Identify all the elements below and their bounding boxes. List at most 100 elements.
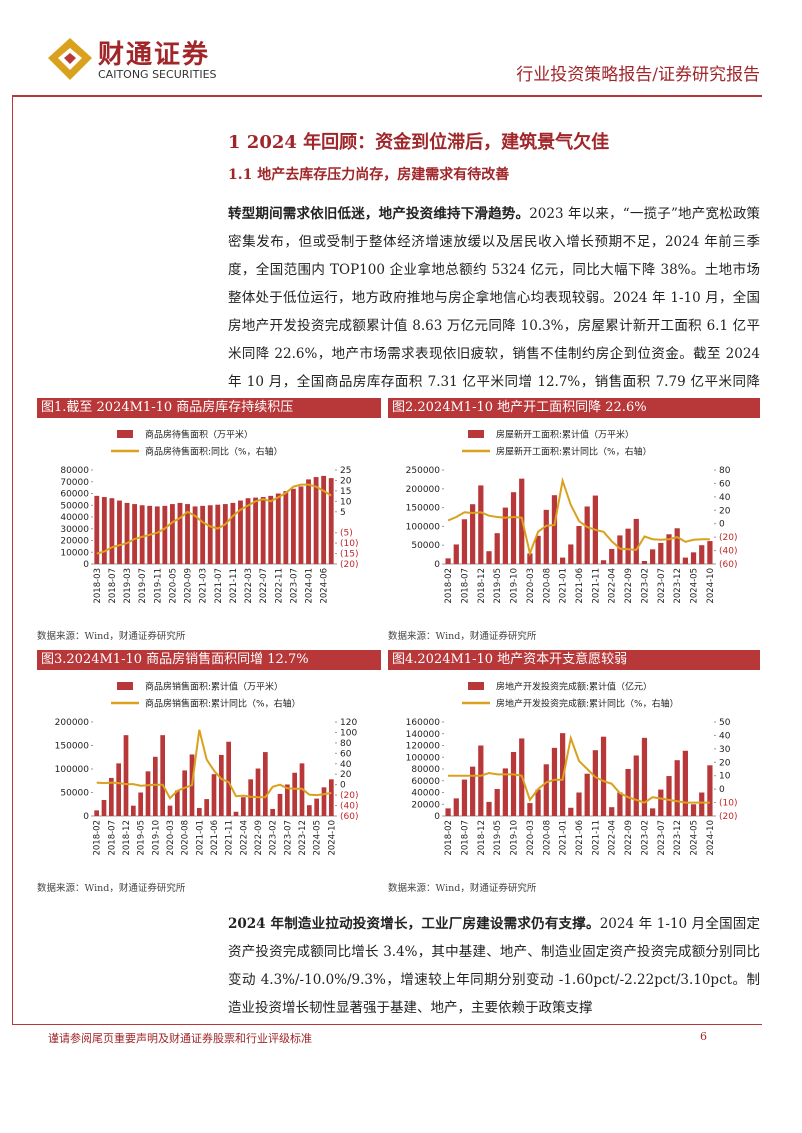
bar [270,808,276,816]
section-subheading: 1.1 地产去库存压力尚存，房建需求有待改善 [228,167,510,183]
y2-tick-label: 40 [340,760,352,770]
bar [314,798,320,816]
x-tick-label: 2018-02 [444,568,454,604]
legend-swatch [117,682,133,690]
x-tick-label: 2020-05 [168,568,178,604]
bar [130,805,136,816]
bar [222,504,228,564]
y2-tick-label: 10 [340,497,352,507]
y2-tick-label: (60) [340,812,358,822]
x-tick-label: 2018-12 [477,820,487,856]
bar [109,498,115,564]
y2-tick-label: (40) [719,547,737,557]
bar [230,502,236,564]
bar [238,500,243,564]
x-tick-label: 2023-12 [298,820,308,856]
y-tick-label: 200000 [55,718,90,728]
bar [226,741,232,816]
x-tick-label: 2022-09 [624,820,634,856]
figure: 图4.2024M1-10 地产资本开支意愿较弱 房地产开发投资完成额:累计值（亿… [388,650,760,894]
chart: 房地产开发投资完成额:累计值（亿元） 房地产开发投资完成额:累计同比（%，右轴） 0… [406,681,738,856]
y-tick-label: 80000 [60,466,89,476]
y-tick-label: 100000 [406,522,441,532]
bar [461,519,468,564]
bar [551,747,558,816]
bar [275,493,281,564]
bar [478,745,484,816]
x-tick-label: 2019-05 [493,820,503,856]
x-tick-label: 2023-07 [657,568,667,604]
figure-source: 数据来源：Wind，财通证券研究所 [388,631,537,642]
x-tick-label: 2024-06 [320,568,330,604]
y2-tick-label: 60 [719,479,731,489]
bar [123,735,129,816]
y2-tick-label: (20) [719,533,737,543]
x-tick-label: 2021-06 [210,820,220,856]
y-tick-label: 30000 [60,525,89,535]
bar [584,773,590,816]
y-tick-label: 150000 [55,742,90,752]
bar [453,544,459,564]
bar [145,771,151,816]
x-tick-label: 2022-04 [608,568,618,604]
y-tick-label: 0 [83,560,89,570]
bar [117,500,122,564]
bar [200,505,206,564]
bar [292,772,298,816]
bar [94,810,100,816]
y2-tick-label: 40 [719,731,731,741]
x-tick-label: 2019-11 [153,568,163,604]
bar [313,477,319,564]
x-tick-label: 2021-11 [229,568,239,604]
x-tick-label: 2018-12 [122,820,132,856]
bar [94,495,100,564]
bar [253,497,259,564]
bar [284,784,290,816]
x-tick-label: 2020-03 [526,820,536,856]
x-tick-label: 2022-07 [259,568,269,604]
y-tick-label: 250000 [406,466,441,476]
bar [174,790,180,816]
chart: 房屋新开工面积:累计值（万平米） 房屋新开工面积:累计同比（%，右轴） 0 50000… [406,429,738,604]
y-tick-label: 100000 [55,765,90,775]
bar [674,760,680,816]
y2-tick-label: 80 [340,739,352,749]
legend-label: 商品房待售面积:同比（%，右轴） [145,446,283,458]
bar [321,787,327,816]
y2-tick-label: 5 [340,508,346,518]
x-tick-label: 2024-05 [313,820,323,856]
x-tick-label: 2024-01 [305,568,315,604]
x-tick-label: 2023-02 [640,820,650,856]
bar [233,811,239,816]
bar [486,551,492,564]
paragraph-lead: 转型期间需求依旧低迷，地产投资维持下滑趋势。 [228,206,530,222]
y-tick-label: 0 [434,812,440,822]
y2-tick-label: 50 [719,718,731,728]
y-tick-label: 0 [83,812,89,822]
bar [600,560,607,564]
y2-tick-label: 30 [719,745,731,755]
page-number: 6 [700,1030,707,1043]
bar [560,557,566,564]
y2-tick-label: (20) [719,812,737,822]
x-tick-label: 2018-07 [108,568,118,604]
x-tick-label: 2024-05 [690,820,700,856]
legend-swatch [117,430,133,438]
y-tick-label: 50000 [60,789,89,799]
bar [535,535,541,564]
figure-source: 数据来源：Wind，财通证券研究所 [37,883,186,894]
bar [215,504,221,564]
x-tick-label: 2023-02 [640,568,650,604]
bar [169,504,175,564]
report-type: 行业投资策略报告/证券研究报告 [516,65,760,85]
bar [641,560,648,564]
bar [494,788,500,816]
bar [527,553,533,564]
line [96,729,332,800]
bar [445,558,451,564]
bar [535,789,541,816]
bar [290,488,296,564]
x-tick-label: 2022-11 [274,568,284,604]
bar [139,505,145,564]
